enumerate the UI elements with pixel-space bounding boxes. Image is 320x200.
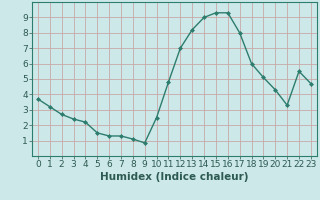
X-axis label: Humidex (Indice chaleur): Humidex (Indice chaleur) — [100, 172, 249, 182]
